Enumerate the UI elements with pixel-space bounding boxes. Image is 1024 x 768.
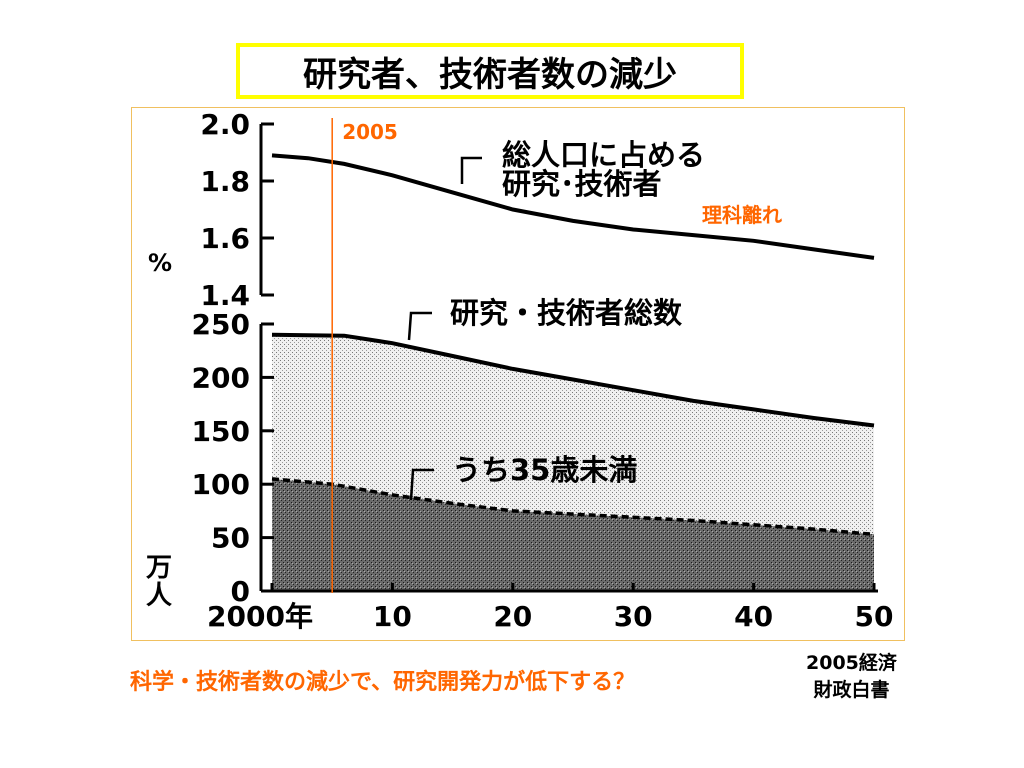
chart-svg: 2.0 1.8 1.6 1.4 % 総人口に占める 研究･技術者 理科離れ 250 20…	[146, 108, 894, 633]
source-note: 2005経済 財政白書	[806, 650, 897, 704]
count-y-tick-label: 0	[231, 575, 250, 608]
source-line-1: 2005経済	[806, 652, 897, 674]
count-x-tick-label: 30	[614, 600, 653, 633]
count-x-tick-label: 10	[373, 600, 412, 633]
count-y-tick-label: 250	[192, 308, 250, 341]
share-y-unit: %	[148, 249, 172, 277]
share-series-label-2: 研究･技術者	[502, 167, 662, 201]
share-series-label-1: 総人口に占める	[502, 138, 705, 172]
year-marker-label: 2005	[342, 120, 398, 144]
young-label-bracket	[409, 468, 434, 501]
young-area	[272, 478, 874, 591]
count-y-unit-1: 万	[146, 553, 172, 583]
share-y-tick-label: 2.0	[200, 108, 250, 141]
count-x-tick-label: 50	[855, 600, 894, 633]
share-series-line	[271, 153, 875, 260]
count-y-tick-label: 200	[192, 361, 250, 394]
share-y-tick-label: 1.6	[200, 222, 250, 255]
total-label-bracket	[407, 311, 432, 341]
slide-title: 研究者、技術者数の減少	[236, 43, 744, 99]
total-series-label: 研究・技術者総数	[450, 296, 683, 330]
share-label-bracket	[460, 156, 482, 184]
count-x-tick-label: 40	[734, 600, 773, 633]
young-series-line	[271, 477, 875, 537]
share-note: 理科離れ	[702, 203, 782, 227]
source-line-2: 財政白書	[813, 679, 890, 701]
share-y-tick-label: 1.4	[200, 279, 250, 312]
total-series-line	[271, 332, 875, 428]
count-x-tick-label: 2000年	[207, 600, 313, 633]
count-y-tick-label: 150	[192, 415, 250, 448]
count-y-tick-label: 100	[192, 468, 250, 501]
count-y-unit-2: 人	[146, 581, 172, 611]
share-y-tick-label: 1.8	[200, 165, 250, 198]
bottom-caption: 科学・技術者数の減少で、研究開発力が低下する？	[130, 670, 636, 695]
count-x-tick-label: 20	[493, 600, 532, 633]
count-y-tick-label: 50	[211, 522, 250, 555]
chart-frame: 2.0 1.8 1.6 1.4 % 総人口に占める 研究･技術者 理科離れ 250 20…	[131, 107, 905, 641]
young-series-label: うち35歳未満	[452, 453, 637, 487]
